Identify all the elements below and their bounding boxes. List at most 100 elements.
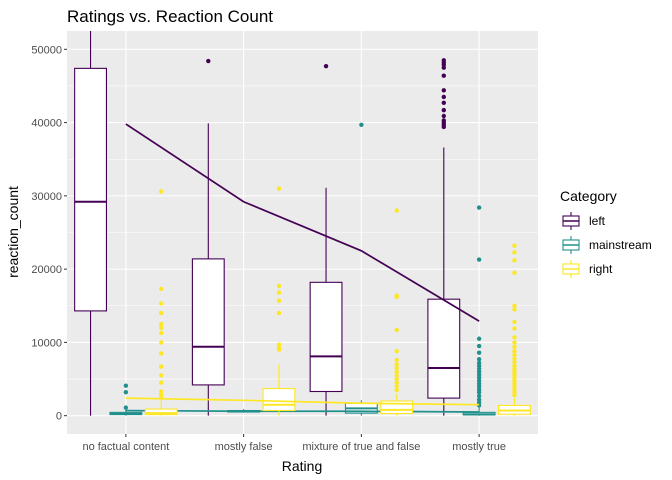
series-mainstream	[109, 122, 496, 416]
outlier-point	[512, 359, 517, 365]
outlier-point	[276, 290, 282, 295]
trend-line	[125, 409, 480, 413]
trend-line	[125, 397, 480, 406]
outlier-point	[476, 393, 482, 399]
box	[191, 258, 225, 386]
outlier-point	[441, 94, 446, 100]
outlier-point	[512, 326, 517, 331]
outlier-point	[276, 342, 282, 347]
outlier-point	[512, 356, 517, 361]
box	[144, 408, 178, 416]
outlier-point	[476, 257, 482, 262]
x-axis-ticks: no factual content mostly false mixture of…	[82, 434, 506, 453]
legend-item-left: left	[560, 210, 606, 232]
y-tick-label: 10000	[31, 337, 62, 349]
outlier-point	[512, 307, 517, 312]
outlier-point	[394, 380, 399, 385]
outlier-point	[441, 118, 446, 123]
outlier-point	[159, 301, 164, 306]
box	[427, 298, 461, 399]
outlier-point	[476, 360, 482, 366]
outlier-point	[394, 376, 399, 382]
legend-title: Category	[560, 188, 617, 204]
outlier-point	[441, 73, 446, 78]
outlier-point	[512, 363, 517, 369]
outlier-point	[394, 387, 399, 393]
series-left	[74, 31, 480, 416]
outlier-point	[394, 369, 399, 374]
y-tick-label: 0	[56, 411, 62, 423]
x-tick-label: mostly true	[452, 441, 506, 453]
y-tick-label: 40000	[31, 118, 62, 130]
outlier-point	[394, 357, 399, 363]
outlier-point	[159, 364, 164, 369]
outlier-point	[512, 344, 517, 350]
outlier-point	[123, 405, 129, 410]
outlier-point	[512, 250, 517, 255]
outlier-point	[159, 325, 164, 330]
outlier-point	[159, 389, 164, 394]
outlier-point	[159, 373, 164, 378]
chart-marks	[74, 31, 531, 416]
series-right	[125, 186, 531, 416]
y-axis-title: reaction_count	[5, 186, 21, 278]
outlier-point	[512, 270, 517, 275]
outlier-point	[159, 189, 164, 194]
outlier-point	[159, 321, 164, 327]
outlier-point	[159, 340, 164, 345]
outlier-point	[512, 349, 517, 354]
chart-title: Ratings vs. Reaction Count	[67, 7, 273, 26]
outlier-point	[476, 205, 482, 210]
outlier-point	[441, 88, 446, 93]
legend: Category left mainstream right	[560, 188, 652, 280]
outlier-point	[123, 390, 129, 395]
outlier-point	[394, 384, 399, 389]
x-axis-title: Rating	[282, 458, 322, 474]
outlier-point	[394, 327, 399, 333]
outlier-point	[394, 349, 399, 354]
outlier-point	[276, 298, 282, 303]
outlier-point	[512, 258, 517, 263]
x-tick-label: mostly false	[215, 441, 273, 453]
outlier-point	[512, 340, 517, 345]
trend-line	[125, 123, 480, 322]
box	[262, 388, 296, 412]
outlier-point	[159, 351, 164, 356]
outlier-point	[441, 113, 446, 119]
outlier-point	[512, 303, 517, 308]
x-tick-label: mixture of true and false	[302, 441, 420, 453]
outlier-point	[359, 122, 364, 127]
y-axis-ticks: 0 10000 20000 30000 40000 50000	[31, 44, 67, 423]
outlier-point	[476, 343, 482, 349]
outlier-point	[476, 397, 482, 402]
y-tick-label: 50000	[31, 44, 62, 56]
outlier-point	[276, 283, 282, 289]
outlier-point	[394, 362, 399, 367]
outlier-point	[159, 286, 164, 292]
legend-item-right: right	[560, 258, 613, 280]
legend-label: left	[589, 214, 606, 228]
outlier-point	[512, 243, 517, 248]
y-tick-label: 30000	[31, 191, 62, 203]
outlier-point	[159, 330, 164, 336]
outlier-point	[276, 310, 282, 316]
outlier-point	[394, 293, 399, 298]
outlier-point	[512, 319, 517, 325]
outlier-point	[441, 58, 446, 63]
box	[74, 67, 107, 312]
y-tick-label: 20000	[31, 264, 62, 276]
outlier-point	[276, 186, 282, 191]
outlier-point	[394, 373, 399, 378]
outlier-point	[394, 208, 399, 213]
outlier-point	[441, 107, 446, 113]
outlier-point	[159, 310, 164, 316]
outlier-point	[159, 380, 164, 385]
outlier-point	[123, 383, 129, 388]
legend-label: mainstream	[589, 238, 652, 252]
outlier-point	[394, 365, 399, 371]
outlier-point	[206, 58, 211, 64]
outlier-point	[476, 357, 482, 362]
box	[309, 281, 343, 393]
outlier-point	[476, 350, 482, 355]
